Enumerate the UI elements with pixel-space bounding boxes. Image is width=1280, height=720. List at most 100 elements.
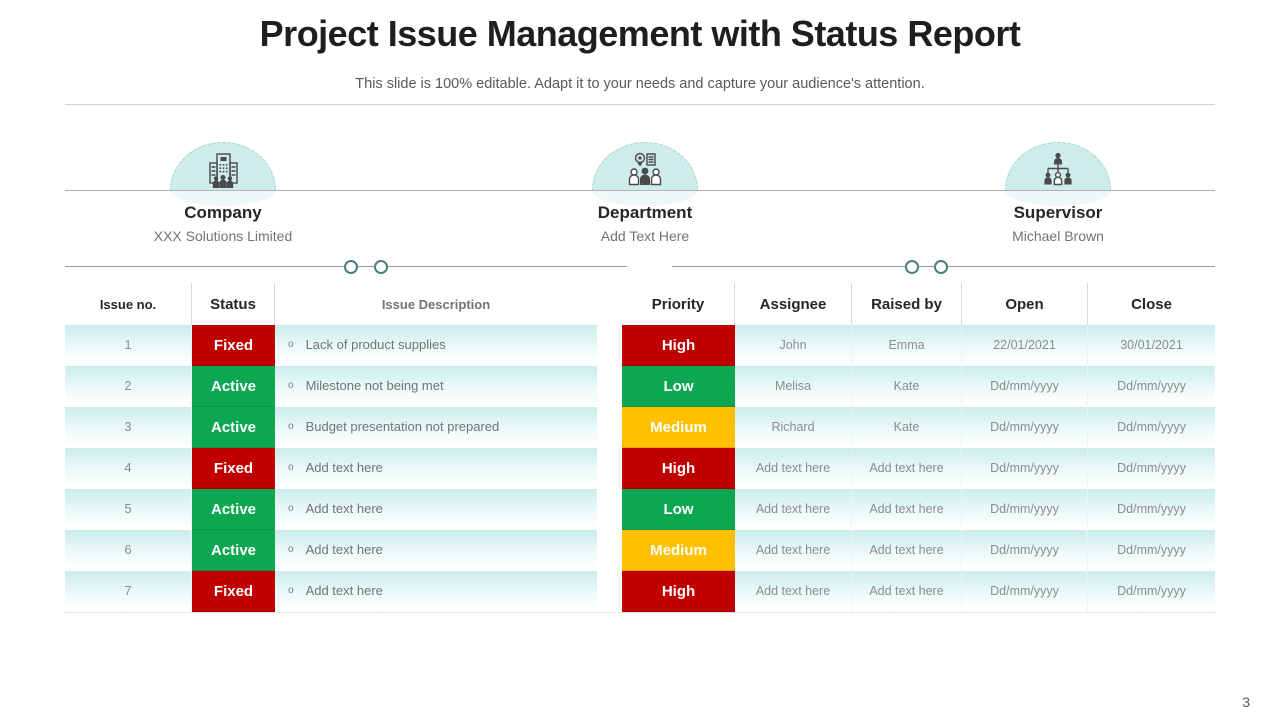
issue-description-text: Budget presentation not prepared: [305, 419, 500, 434]
open-date: Dd/mm/yyyy: [962, 489, 1088, 530]
priority-badge: Medium: [622, 530, 735, 571]
header-close: Close: [1131, 295, 1172, 313]
status-badge: Active: [192, 366, 275, 407]
priority-table-header: Priority Assignee Raised by Open Close: [622, 283, 1215, 325]
header-issue-no: Issue no.: [65, 283, 192, 325]
info-card-supervisor: Supervisor Michael Brown: [938, 142, 1178, 244]
issue-no: 5: [65, 489, 192, 530]
table-row: High Add text here Add text here Dd/mm/y…: [622, 571, 1215, 612]
bullet-icon: o: [288, 585, 294, 596]
bullet-icon: o: [288, 421, 294, 432]
issue-description: o Add text here: [275, 489, 597, 530]
assignee: Melisa: [735, 366, 852, 407]
supervisor-dome-reflection: [1005, 190, 1111, 206]
close-date: Dd/mm/yyyy: [1088, 448, 1215, 489]
issue-no: 7: [65, 571, 192, 612]
table-row: 2 Active o Milestone not being met: [65, 366, 597, 407]
divider-middle: [65, 190, 1215, 191]
page-subtitle: This slide is 100% editable. Adapt it to…: [355, 76, 925, 92]
issue-description-text: Add text here: [305, 583, 383, 598]
header-assignee: Assignee: [735, 283, 852, 325]
issue-description: o Add text here: [275, 530, 597, 571]
bullet-icon: o: [288, 380, 294, 391]
issues-table: Issue no. Status Issue Description 1 Fix…: [65, 283, 597, 612]
timeline-node-icon: [374, 260, 388, 274]
table-row: Low Add text here Add text here Dd/mm/yy…: [622, 489, 1215, 530]
issue-description-text: Add text here: [305, 501, 383, 516]
open-date: Dd/mm/yyyy: [962, 571, 1088, 612]
page-title: Project Issue Management with Status Rep…: [259, 13, 1021, 54]
assignee: Add text here: [735, 489, 852, 530]
status-badge: Fixed: [192, 571, 275, 612]
status-badge: Fixed: [192, 448, 275, 489]
close-date: Dd/mm/yyyy: [1088, 407, 1215, 448]
table-row: 7 Fixed o Add text here: [65, 571, 597, 612]
table-row: 5 Active o Add text here: [65, 489, 597, 530]
supervisor-value: Michael Brown: [1012, 228, 1104, 244]
supervisor-label: Supervisor: [1013, 203, 1103, 222]
header-open: Open: [962, 283, 1088, 325]
department-dome-reflection: [592, 190, 698, 206]
header-status: Status: [192, 283, 275, 325]
status-badge: Fixed: [192, 325, 275, 366]
close-date: 30/01/2021: [1088, 325, 1215, 366]
issue-description: o Budget presentation not prepared: [275, 407, 597, 448]
issue-no: 6: [65, 530, 192, 571]
priority-badge: High: [622, 325, 735, 366]
table-row: 3 Active o Budget presentation not prepar…: [65, 407, 597, 448]
open-date: Dd/mm/yyyy: [962, 366, 1088, 407]
table-row: Medium Richard Kate Dd/mm/yyyy Dd/mm/yyy…: [622, 407, 1215, 448]
supervisor-hierarchy-icon: [1044, 152, 1072, 186]
priority-badge: Low: [622, 489, 735, 530]
issue-description: o Milestone not being met: [275, 366, 597, 407]
priority-badge: High: [622, 448, 735, 489]
status-badge: Active: [192, 407, 275, 448]
close-date: Dd/mm/yyyy: [1088, 571, 1215, 612]
company-dome-reflection: [170, 190, 276, 206]
open-date: Dd/mm/yyyy: [962, 448, 1088, 489]
department-team-icon: [628, 152, 662, 186]
assignee: John: [735, 325, 852, 366]
timeline-node-icon: [934, 260, 948, 274]
status-badge: Active: [192, 530, 275, 571]
open-date: Dd/mm/yyyy: [962, 407, 1088, 448]
assignee: Add text here: [735, 530, 852, 571]
status-badge: Active: [192, 489, 275, 530]
raised-by: Add text here: [852, 448, 962, 489]
issue-description: o Add text here: [275, 448, 597, 489]
bullet-icon: o: [288, 544, 294, 555]
company-value: XXX Solutions Limited: [153, 228, 293, 244]
table-row: 1 Fixed o Lack of product supplies: [65, 325, 597, 366]
raised-by: Add text here: [852, 489, 962, 530]
header-priority: Priority: [622, 283, 735, 325]
issue-no: 4: [65, 448, 192, 489]
issue-description: o Lack of product supplies: [275, 325, 597, 366]
issue-no: 1: [65, 325, 192, 366]
assignee: Add text here: [735, 448, 852, 489]
company-label: Company: [184, 203, 262, 222]
open-date: 22/01/2021: [962, 325, 1088, 366]
priority-badge: High: [622, 571, 735, 612]
company-dome: [170, 142, 276, 190]
open-date: Dd/mm/yyyy: [962, 530, 1088, 571]
department-dome: [592, 142, 698, 190]
raised-by: Add text here: [852, 530, 962, 571]
department-value: Add Text Here: [600, 228, 690, 244]
supervisor-dome: [1005, 142, 1111, 190]
raised-by: Kate: [852, 407, 962, 448]
priority-badge: Medium: [622, 407, 735, 448]
timeline-node-icon: [905, 260, 919, 274]
info-card-company: Company XXX Solutions Limited: [103, 142, 343, 244]
close-date: Dd/mm/yyyy: [1088, 530, 1215, 571]
raised-by: Kate: [852, 366, 962, 407]
raised-by: Add text here: [852, 571, 962, 612]
issue-no: 3: [65, 407, 192, 448]
bullet-icon: o: [288, 339, 294, 350]
issue-no: 2: [65, 366, 192, 407]
divider-top: [65, 104, 1215, 105]
assignee: Add text here: [735, 571, 852, 612]
assignee: Richard: [735, 407, 852, 448]
issue-description-text: Milestone not being met: [305, 378, 444, 393]
table-row: 4 Fixed o Add text here: [65, 448, 597, 489]
